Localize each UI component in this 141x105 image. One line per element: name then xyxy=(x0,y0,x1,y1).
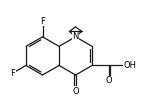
Text: O: O xyxy=(72,87,79,96)
Text: O: O xyxy=(105,76,112,85)
Text: OH: OH xyxy=(124,61,137,70)
Text: F: F xyxy=(40,17,45,26)
Text: N: N xyxy=(72,32,79,41)
Text: F: F xyxy=(10,69,15,78)
